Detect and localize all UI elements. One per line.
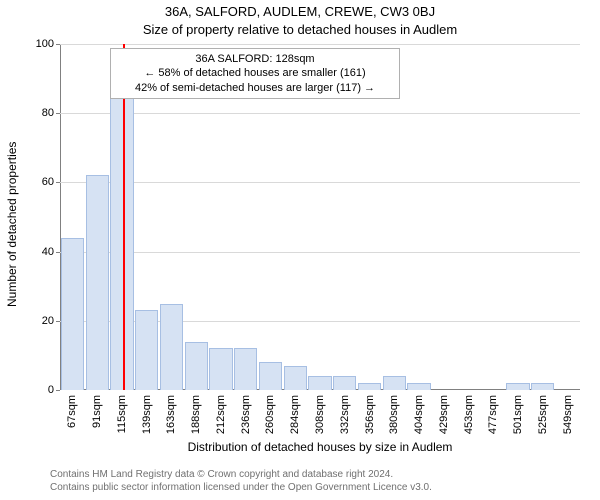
histogram-bar (531, 383, 554, 390)
ytick-label: 60 (24, 176, 54, 188)
xtick-label: 404sqm (413, 395, 425, 434)
xtick-label: 380sqm (388, 395, 400, 434)
histogram-bar (185, 342, 208, 390)
chart-title-sub: Size of property relative to detached ho… (0, 22, 600, 37)
xtick-label: 236sqm (240, 395, 252, 434)
gridline (60, 252, 580, 253)
ytick-label: 20 (24, 315, 54, 327)
histogram-bar (383, 376, 406, 390)
gridline (60, 113, 580, 114)
histogram-bar (358, 383, 381, 390)
xtick-label: 429sqm (438, 395, 450, 434)
xtick-label: 91sqm (91, 395, 103, 428)
annotation-box: 36A SALFORD: 128sqm← 58% of detached hou… (110, 48, 400, 99)
histogram-bar (506, 383, 529, 390)
ytick-label: 0 (24, 384, 54, 396)
chart-title-main: 36A, SALFORD, AUDLEM, CREWE, CW3 0BJ (0, 4, 600, 19)
attribution-footer: Contains HM Land Registry data © Crown c… (50, 468, 432, 494)
footer-line: Contains public sector information licen… (50, 481, 432, 494)
histogram-bar (234, 348, 257, 390)
xtick-label: 308sqm (314, 395, 326, 434)
x-axis-label: Distribution of detached houses by size … (60, 440, 580, 454)
annotation-line: ← 58% of detached houses are smaller (16… (117, 66, 393, 80)
annotation-line: 42% of semi-detached houses are larger (… (117, 81, 393, 95)
chart-container: 36A, SALFORD, AUDLEM, CREWE, CW3 0BJ Siz… (0, 0, 600, 500)
histogram-bar (160, 304, 183, 391)
ytick-mark (56, 252, 60, 253)
xtick-label: 549sqm (562, 395, 574, 434)
histogram-bar (259, 362, 282, 390)
xtick-label: 212sqm (215, 395, 227, 434)
histogram-bar (110, 96, 133, 390)
histogram-bar (135, 310, 158, 390)
ytick-mark (56, 182, 60, 183)
ytick-label: 100 (24, 38, 54, 50)
xtick-label: 477sqm (487, 395, 499, 434)
xtick-label: 115sqm (116, 395, 128, 433)
histogram-bar (86, 175, 109, 390)
histogram-bar (333, 376, 356, 390)
ytick-mark (56, 321, 60, 322)
xtick-label: 501sqm (512, 395, 524, 434)
ytick-mark (56, 113, 60, 114)
xtick-label: 139sqm (141, 395, 153, 434)
gridline (60, 182, 580, 183)
histogram-bar (308, 376, 331, 390)
gridline (60, 44, 580, 45)
ytick-mark (56, 44, 60, 45)
histogram-bar (61, 238, 84, 390)
histogram-bar (209, 348, 232, 390)
histogram-bar (407, 383, 430, 390)
xtick-label: 188sqm (190, 395, 202, 434)
histogram-bar (284, 366, 307, 390)
xtick-label: 163sqm (165, 395, 177, 434)
xtick-label: 260sqm (264, 395, 276, 434)
xtick-label: 332sqm (339, 395, 351, 434)
ytick-label: 40 (24, 246, 54, 258)
xtick-label: 284sqm (289, 395, 301, 434)
annotation-line: 36A SALFORD: 128sqm (117, 52, 393, 66)
footer-line: Contains HM Land Registry data © Crown c… (50, 468, 432, 481)
xtick-label: 453sqm (463, 395, 475, 434)
ytick-label: 80 (24, 107, 54, 119)
xtick-label: 525sqm (537, 395, 549, 434)
ytick-mark (56, 390, 60, 391)
xtick-label: 356sqm (364, 395, 376, 434)
xtick-label: 67sqm (66, 395, 78, 428)
